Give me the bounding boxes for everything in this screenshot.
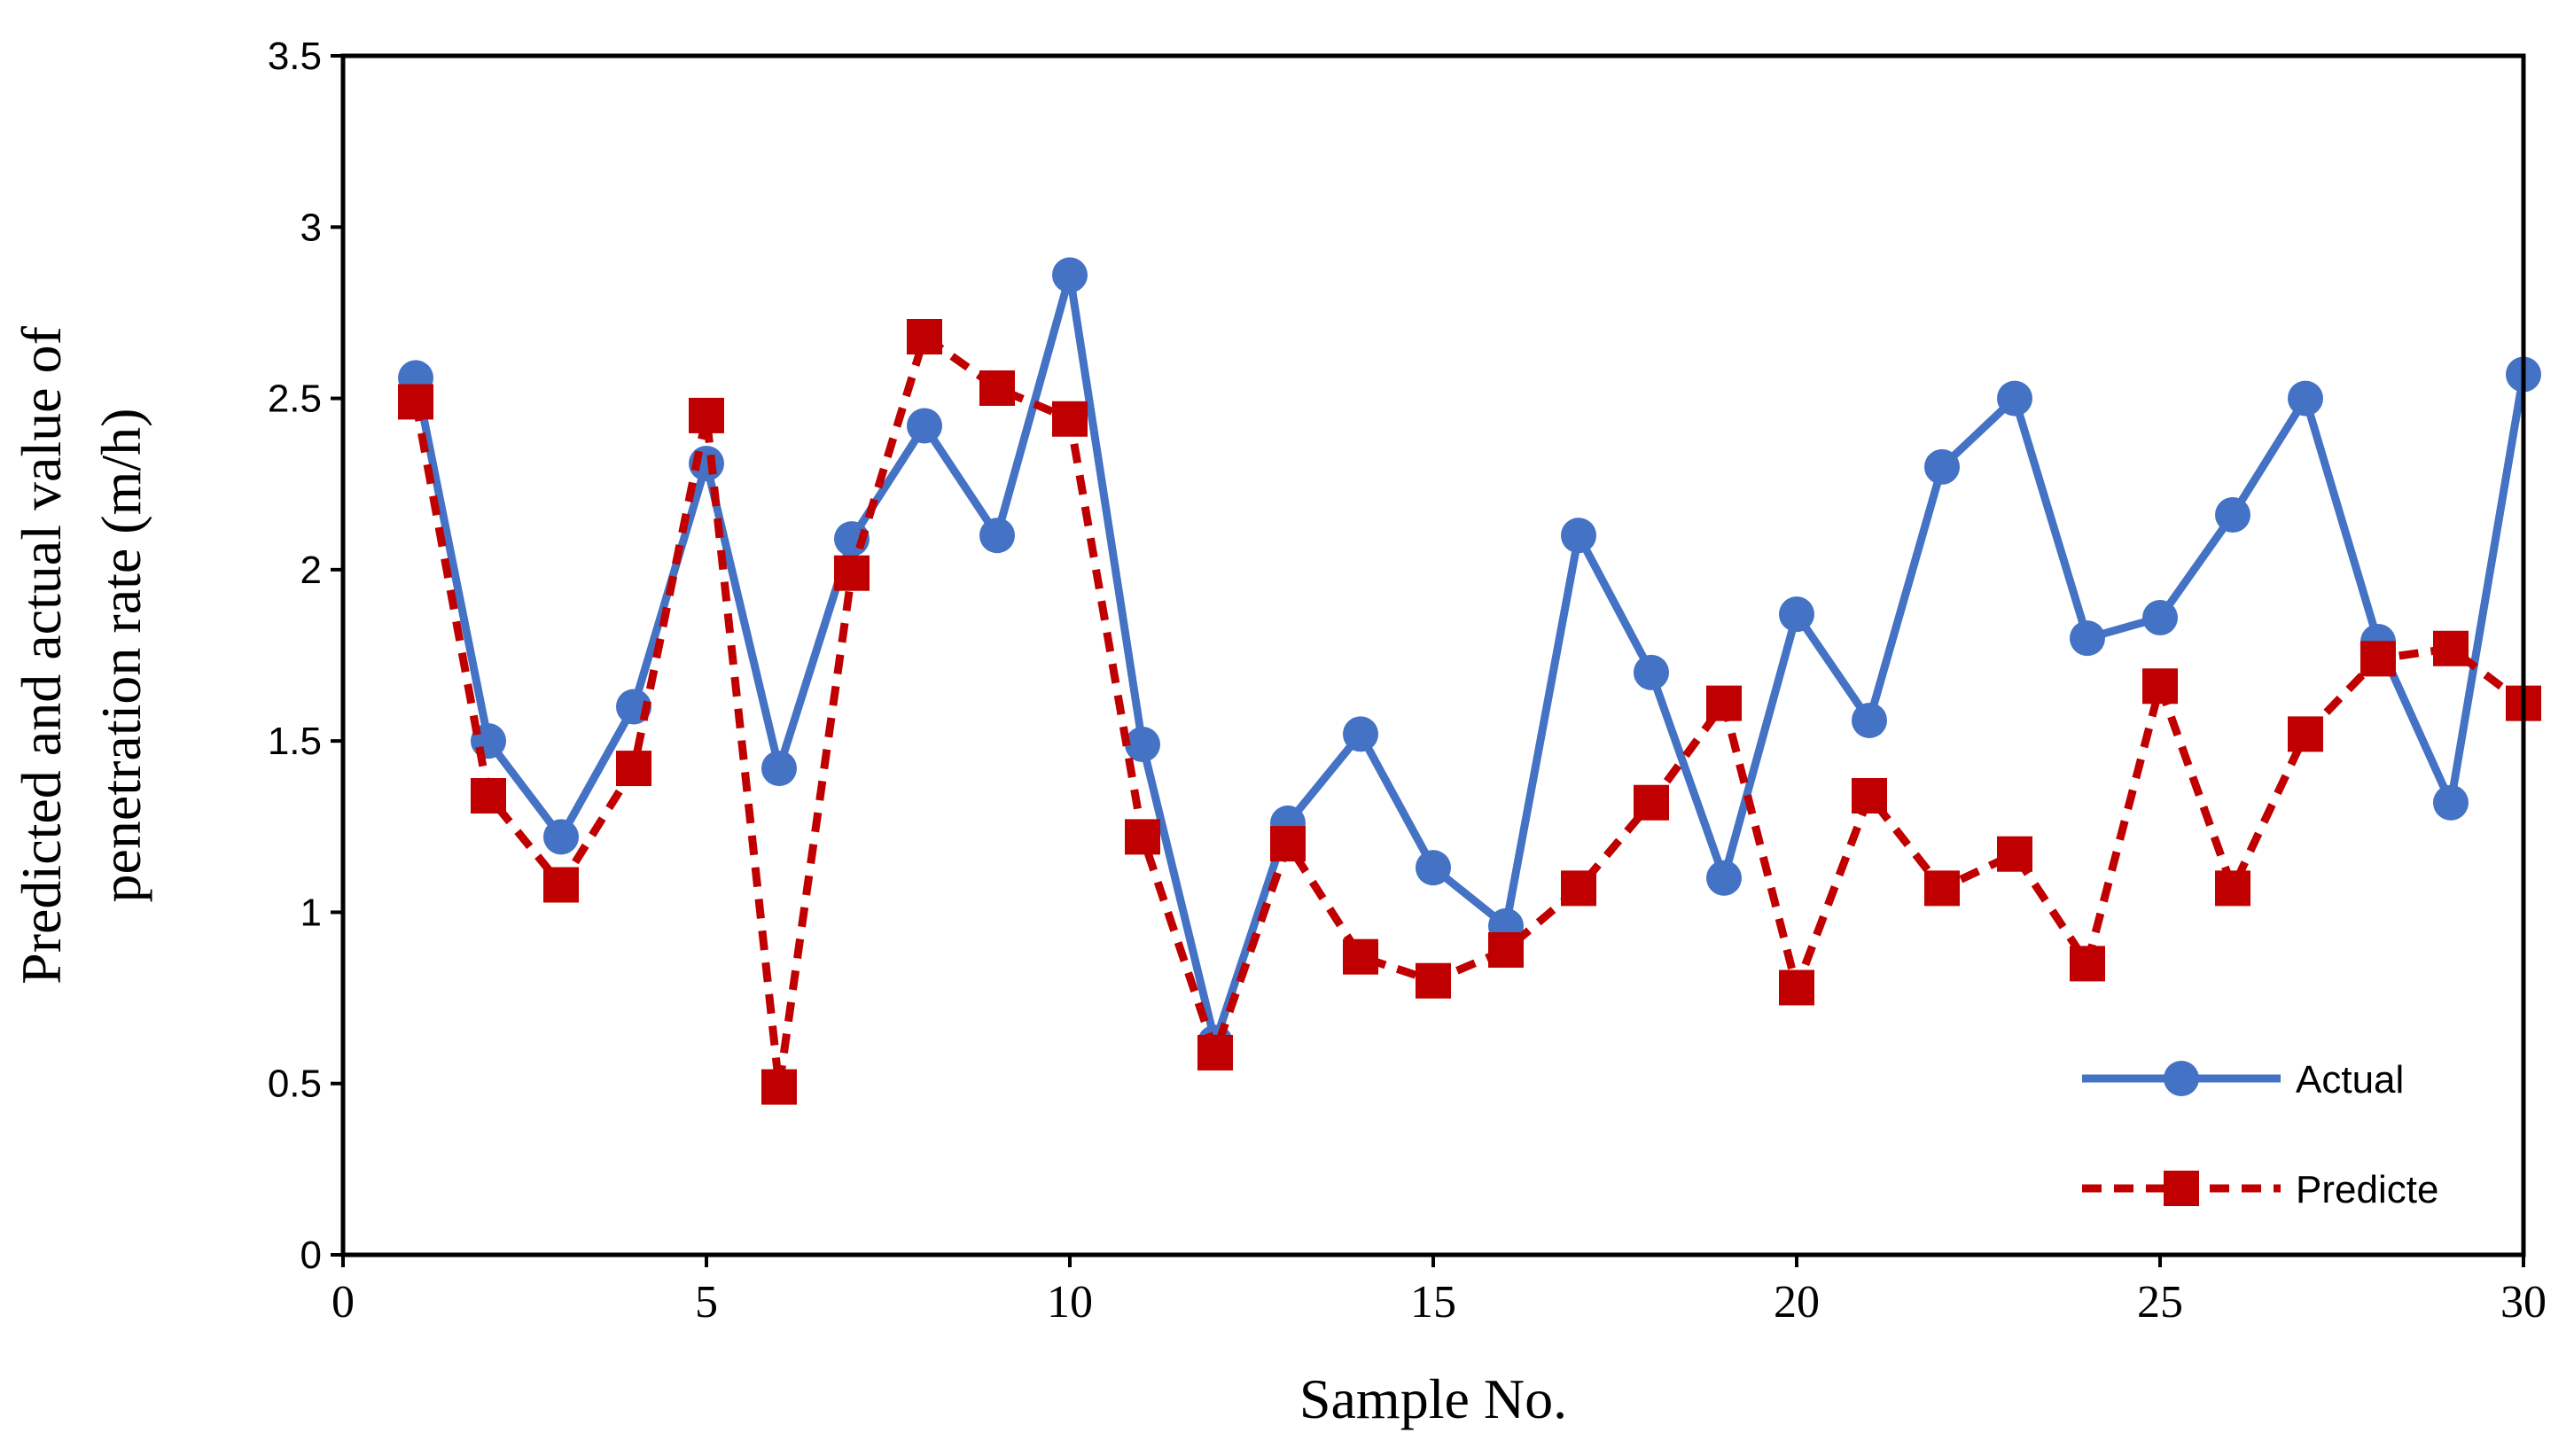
x-tick-label: 0 — [332, 1277, 355, 1328]
series-predicte — [398, 318, 2541, 1105]
data-point — [1997, 836, 2032, 872]
data-point — [543, 819, 579, 855]
x-tick-label: 15 — [1410, 1277, 1456, 1328]
y-tick-label: 0 — [300, 1234, 322, 1277]
data-point — [2288, 380, 2323, 417]
data-point — [2360, 641, 2396, 677]
y-axis-title: Predicted and actual value of penetration… — [10, 325, 152, 984]
data-point — [2288, 716, 2323, 752]
data-point — [907, 408, 942, 444]
y-tick-label: 1.5 — [268, 720, 322, 763]
data-point — [2215, 497, 2250, 533]
data-point — [1488, 931, 1524, 968]
data-point — [689, 397, 724, 433]
data-point — [1416, 962, 1451, 999]
data-point — [979, 370, 1015, 406]
data-point — [2142, 599, 2178, 635]
y-axis-title-line: penetration rate (m/h) — [90, 409, 152, 903]
data-point — [1270, 826, 1306, 862]
y-tick-label: 0.5 — [268, 1063, 322, 1106]
data-point — [834, 555, 870, 591]
data-point — [1343, 938, 1378, 975]
data-point — [1852, 702, 1887, 738]
data-point — [1779, 596, 1814, 633]
data-point — [2070, 620, 2105, 657]
x-tick-label: 10 — [1047, 1277, 1093, 1328]
data-point — [1924, 448, 1960, 485]
legend-label: Predicte — [2296, 1168, 2438, 1211]
legend-item-predicte: Predicte — [2082, 1168, 2438, 1211]
data-point — [979, 518, 1015, 554]
legend-marker — [2164, 1171, 2199, 1206]
data-point — [2433, 784, 2469, 821]
data-point — [1997, 380, 2032, 417]
data-point — [1561, 518, 1596, 554]
data-point — [471, 777, 506, 814]
data-point — [1416, 850, 1451, 886]
x-tick-label: 30 — [2500, 1277, 2547, 1328]
x-tick-label: 25 — [2137, 1277, 2183, 1328]
data-point — [1052, 257, 1088, 293]
data-point — [1706, 860, 1742, 896]
data-point — [1852, 777, 1887, 814]
data-point — [2070, 946, 2105, 982]
data-point — [1125, 819, 1160, 855]
series-actual — [398, 257, 2541, 1061]
y-tick-label: 1 — [300, 891, 322, 934]
legend: Actual Predicte — [2082, 1058, 2438, 1211]
data-point — [543, 867, 579, 903]
data-point — [761, 751, 797, 787]
y-tick-label: 2 — [300, 549, 322, 592]
x-tick-label: 20 — [1774, 1277, 1820, 1328]
y-tick-label: 3 — [300, 206, 322, 249]
data-point — [1634, 654, 1669, 690]
y-tick-label: 3.5 — [268, 35, 322, 78]
legend-marker — [2164, 1061, 2199, 1096]
data-point — [1052, 401, 1088, 437]
y-tick-label: 2.5 — [268, 378, 322, 421]
data-point — [761, 1069, 797, 1105]
series-line-predicte — [411, 332, 2526, 1092]
data-point — [1779, 969, 1814, 1006]
data-point — [1924, 870, 1960, 907]
data-point — [2215, 870, 2250, 907]
y-axis-title-line: Predicted and actual value of — [10, 325, 73, 984]
legend-label: Actual — [2296, 1058, 2404, 1102]
data-point — [907, 318, 942, 354]
data-point — [616, 751, 651, 787]
data-point — [1634, 784, 1669, 821]
data-point — [398, 384, 433, 420]
series-line-actual — [411, 270, 2528, 1047]
data-point — [2142, 668, 2178, 705]
x-axis-title: Sample No. — [1299, 1367, 1567, 1430]
data-point — [1125, 727, 1160, 763]
data-point — [2433, 630, 2469, 666]
data-point — [1197, 1034, 1233, 1071]
legend-item-actual: Actual — [2082, 1058, 2404, 1102]
x-tick-label: 5 — [695, 1277, 718, 1328]
data-point — [1561, 870, 1596, 907]
data-point — [1343, 716, 1378, 752]
data-point — [1706, 685, 1742, 721]
